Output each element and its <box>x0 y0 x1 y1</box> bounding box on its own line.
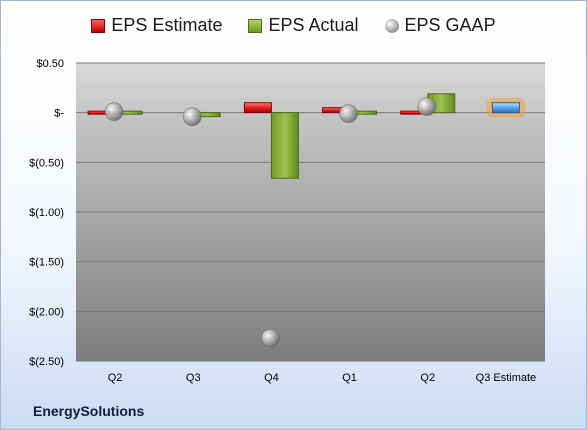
y-tick-label: $(1.00) <box>29 207 64 219</box>
x-tick-label: Q1 <box>342 372 357 384</box>
x-tick-label: Q3 <box>186 372 201 384</box>
y-tick-label: $(2.50) <box>29 356 64 368</box>
x-tick-label: Q2 <box>108 372 123 384</box>
eps-estimate-bar <box>243 102 272 114</box>
eps-chart: $0.50 $- $(0.50) $(1.00) $(1.50) $(2.00) $(2.5… <box>29 58 545 384</box>
y-tick-label: $(2.00) <box>29 306 64 318</box>
legend-label-estimate: EPS Estimate <box>111 15 223 35</box>
legend-label-gaap: EPS GAAP <box>404 15 496 35</box>
eps-gaap-point <box>182 107 202 126</box>
eps-gaap-point <box>339 104 358 123</box>
y-tick-label: $- <box>54 108 64 120</box>
company-name: EnergySolutions <box>33 403 145 419</box>
y-tick-label: $0.50 <box>36 58 64 70</box>
gaap-swatch-icon <box>384 18 399 33</box>
legend-item-estimate: EPS Estimate <box>91 15 222 36</box>
x-tick-label: Q2 <box>420 372 435 384</box>
eps-gaap-point <box>104 102 124 121</box>
legend-label-actual: EPS Actual <box>268 15 359 35</box>
legend: EPS Estimate EPS Actual EPS GAAP <box>1 15 586 36</box>
eps-actual-bar <box>270 112 299 179</box>
y-tick-label: $(1.50) <box>29 257 64 269</box>
y-tick-label: $(0.50) <box>29 157 64 169</box>
estimate-swatch-icon <box>91 18 106 33</box>
x-tick-label: Q3 Estimate <box>476 372 537 384</box>
x-tick-label: Q4 <box>264 372 279 384</box>
legend-item-gaap: EPS GAAP <box>384 15 496 36</box>
actual-swatch-icon <box>248 18 263 33</box>
eps-gaap-point <box>417 97 437 117</box>
eps-estimate-bar <box>491 102 520 114</box>
legend-item-actual: EPS Actual <box>248 15 359 36</box>
eps-gaap-point <box>261 328 280 348</box>
